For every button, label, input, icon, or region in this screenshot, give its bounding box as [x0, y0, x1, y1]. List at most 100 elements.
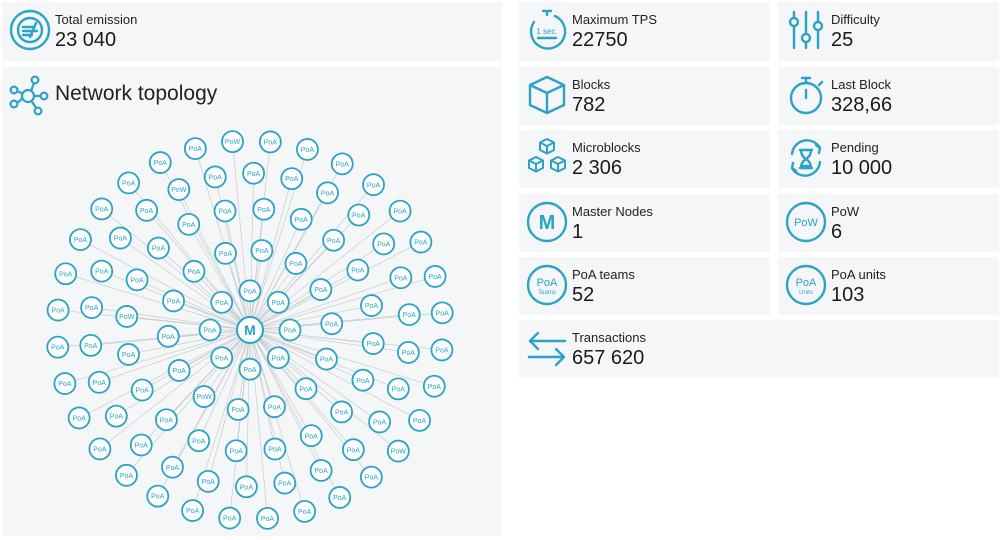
topology-node: PoA	[252, 197, 276, 221]
topology-node: PoA	[238, 279, 262, 303]
blocks-value: 782	[572, 94, 606, 116]
topology-node-label: PoA	[261, 516, 275, 523]
topology-node-label: PoA	[160, 417, 174, 424]
topology-node-circle	[125, 268, 149, 292]
topology-node-label: PoA	[327, 238, 341, 245]
topology-node: PoW	[167, 178, 191, 201]
topology-node-circle	[289, 207, 313, 231]
topology-node-label: PoW	[391, 449, 407, 456]
topology-node-label: PoA	[95, 207, 109, 214]
topology-node-circle	[278, 318, 302, 342]
topology-node-label: PoA	[74, 237, 88, 244]
topology-node-circle	[213, 199, 237, 223]
topology-node: PoA	[213, 199, 237, 223]
topology-edge	[249, 269, 358, 331]
topology-node: PoA	[361, 332, 385, 355]
topology-node: PoA	[54, 262, 78, 286]
topology-node-label: PoA	[243, 367, 257, 374]
topology-node-circle	[183, 137, 207, 161]
poa-units-icon-text: PoA	[796, 277, 817, 289]
pending-value: 10 000	[831, 157, 893, 179]
topology-node-label: PoA	[336, 161, 350, 168]
stat-card-last-block: Last Block 328,66	[778, 67, 999, 125]
topology-node-circle	[117, 171, 141, 195]
topology-node-circle	[386, 439, 410, 463]
topology-node-label: PoA	[162, 334, 176, 341]
topology-node-circle	[90, 197, 114, 221]
topology-node-label: PoA	[436, 310, 450, 317]
master-nodes-label: Master Nodes	[572, 204, 653, 219]
topology-node: PoA	[210, 346, 234, 370]
topology-node: PoA	[266, 346, 290, 370]
topology-node-circle	[242, 161, 266, 185]
topology-node-label: PoA	[268, 447, 282, 454]
master-node-icon: M	[525, 200, 569, 244]
stat-card-master-nodes: M Master Nodes 1	[519, 194, 770, 252]
topology-edge	[249, 277, 401, 331]
topology-node-label: PoA	[377, 241, 391, 248]
topology-edge	[249, 329, 364, 381]
topology-node-circle	[250, 239, 274, 262]
topology-node-label: PoA	[325, 321, 339, 328]
topology-node: PoA	[263, 437, 287, 461]
total-emission-card: Total emission 23 040	[2, 2, 502, 61]
topology-node-label: PoA	[243, 288, 257, 295]
stat-card-pow: PoW PoW 6	[778, 194, 999, 252]
topology-node-circle	[263, 395, 286, 419]
topology-node-circle	[266, 290, 290, 314]
topology-node: PoA	[182, 259, 206, 283]
topology-node-label: PoA	[182, 222, 196, 229]
topology-node-label: PoA	[315, 468, 329, 475]
topology-node-circle	[293, 499, 317, 523]
topology-node-circle	[295, 138, 319, 161]
topology-node: PoA	[69, 228, 92, 252]
difficulty-label: Difficulty	[831, 12, 880, 27]
topology-node: PoA	[167, 359, 191, 382]
topology-node-circle	[284, 252, 308, 275]
topology-node: PoA	[372, 232, 396, 256]
topology-node-label: PoA	[93, 447, 107, 454]
poa-units-icon-subtext: Units	[799, 290, 813, 296]
topology-node: PoA	[295, 138, 319, 161]
topology-node-circle	[104, 404, 128, 428]
pow-icon-text: PoW	[794, 217, 818, 229]
topology-edge	[249, 329, 312, 436]
topology-node: PoA	[46, 335, 70, 359]
topology-node-label: PoA	[305, 433, 319, 440]
cubes-icon	[525, 136, 569, 180]
topology-node-circle	[430, 338, 454, 362]
microblocks-value: 2 306	[572, 157, 623, 179]
topology-node: PoA	[294, 377, 318, 401]
topology-node-circle	[273, 471, 297, 495]
topology-node: PoA	[224, 439, 248, 463]
hourglass-icon	[784, 136, 828, 180]
topology-node-circle	[263, 437, 287, 461]
poa-units-icon: PoA Units	[784, 263, 828, 307]
topology-node-label: PoA	[301, 147, 315, 154]
topology-node-label: PoA	[295, 217, 309, 224]
topology-node-circle	[330, 400, 353, 424]
topology-node-label: PoA	[264, 140, 278, 147]
topology-node-circle	[80, 296, 104, 319]
topology-edge	[249, 305, 372, 331]
topology-node-label: PoA	[240, 484, 254, 491]
topology-node-circle	[362, 173, 385, 197]
topology-node: PoA	[135, 198, 159, 222]
topology-node-circle	[224, 439, 248, 463]
poa-teams-icon-text: PoA	[537, 277, 558, 289]
topology-node-label: PoA	[167, 299, 181, 306]
topology-node: PoA	[409, 230, 433, 254]
topology-node-circle	[109, 226, 132, 250]
topology-node: PoA	[79, 333, 103, 357]
topology-node-circle	[320, 312, 344, 336]
topology-node: PoW	[221, 130, 244, 154]
topology-edge	[78, 329, 251, 419]
topology-node-label: PoA	[114, 236, 128, 243]
topology-node-label: PoA	[84, 343, 98, 350]
topology-node-circle	[115, 305, 139, 328]
topology-node-label: PoA	[95, 269, 109, 276]
topology-node-label: PoA	[272, 300, 286, 307]
topology-node-label: PoA	[403, 312, 417, 319]
stopwatch-icon	[784, 73, 828, 117]
topology-node-circle	[198, 318, 222, 342]
